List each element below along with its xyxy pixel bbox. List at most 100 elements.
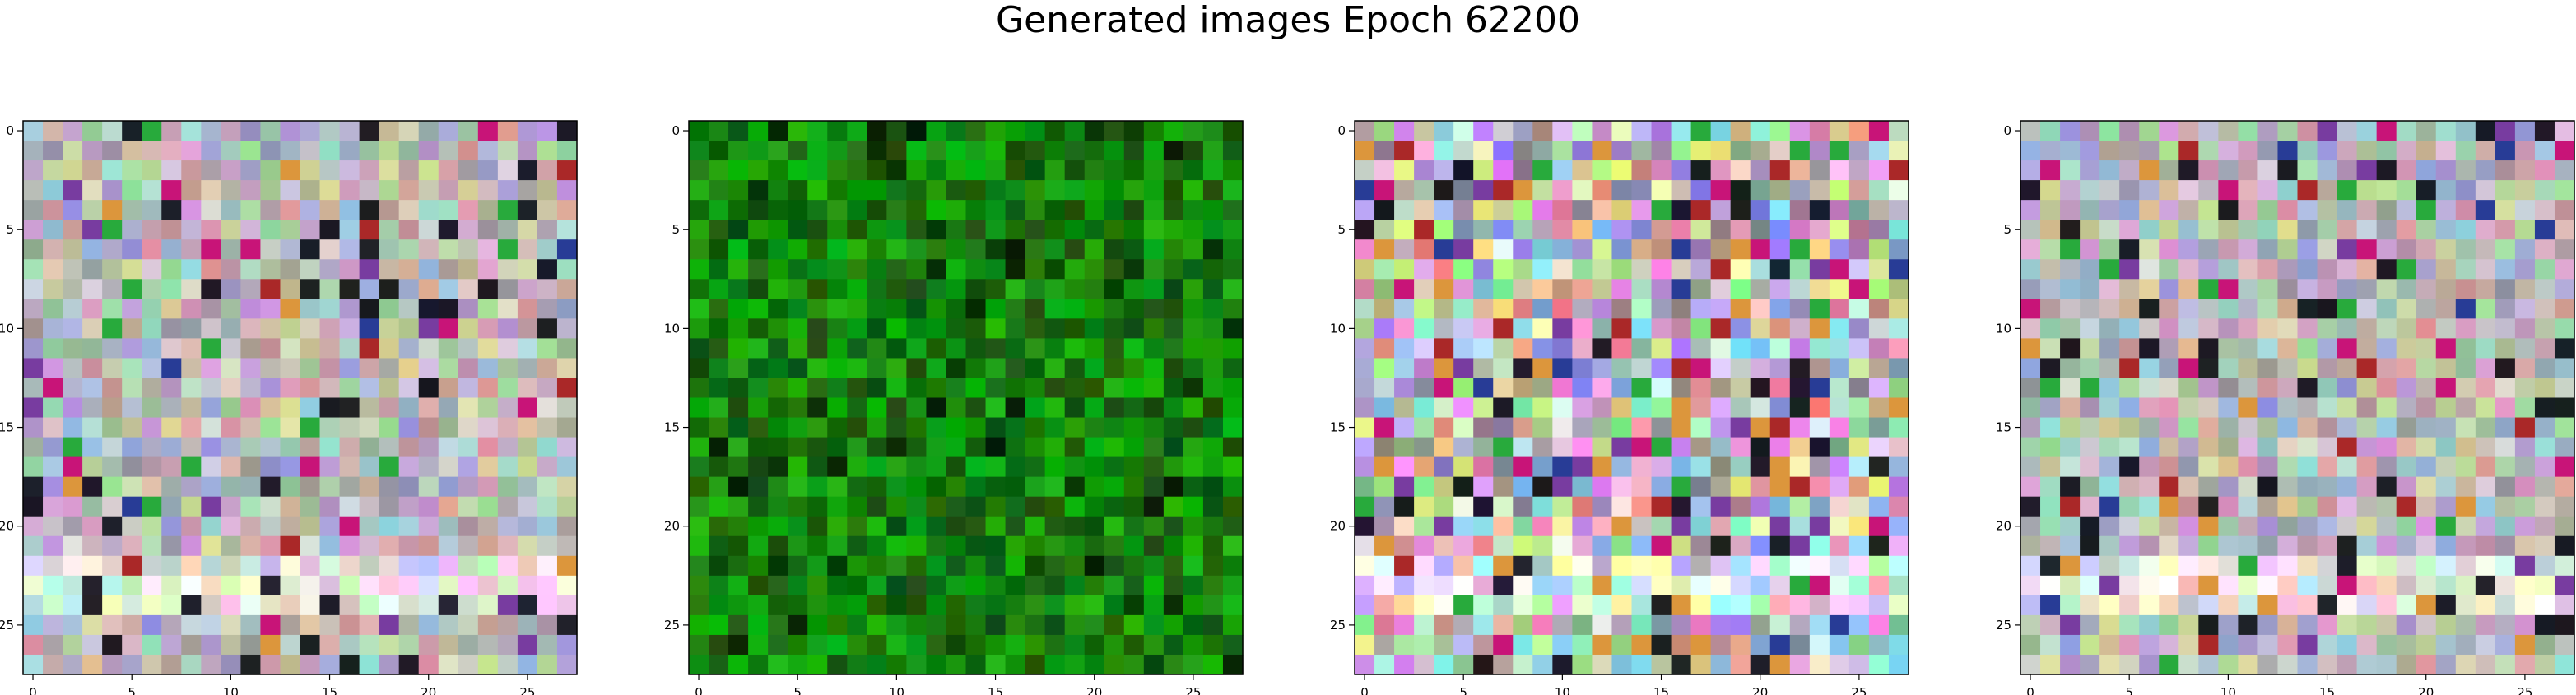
image-pixel	[2080, 279, 2100, 299]
image-pixel	[768, 378, 788, 399]
image-pixel	[300, 239, 321, 260]
image-pixel	[23, 654, 44, 675]
image-pixel	[379, 279, 400, 299]
image-pixel	[709, 239, 729, 260]
image-pixel	[1222, 259, 1244, 280]
image-pixel	[1888, 555, 1909, 577]
image-pixel	[458, 299, 479, 319]
image-pixel	[458, 555, 479, 577]
image-pixel	[689, 378, 709, 399]
image-pixel	[1690, 476, 1712, 498]
image-pixel	[1064, 456, 1086, 478]
image-pixel	[2435, 516, 2457, 537]
image-pixel	[2554, 437, 2575, 458]
image-pixel	[2080, 496, 2100, 517]
image-pixel	[1414, 239, 1434, 260]
image-pixel	[2099, 160, 2120, 181]
image-pixel	[1044, 338, 1066, 359]
image-pixel	[2020, 121, 2041, 141]
image-pixel	[2178, 496, 2199, 517]
image-pixel	[2356, 338, 2378, 359]
image-pixel	[788, 535, 808, 557]
image-pixel	[142, 378, 162, 399]
image-pixel	[906, 397, 928, 419]
image-pixel	[1084, 496, 1105, 517]
image-pixel	[1730, 299, 1751, 319]
image-pixel	[886, 437, 907, 458]
image-pixel	[1374, 654, 1395, 675]
image-pixel	[2198, 279, 2219, 299]
image-pixel	[1005, 220, 1026, 240]
image-pixel	[748, 121, 769, 141]
image-pixel	[2475, 476, 2496, 498]
image-pixel	[63, 378, 83, 399]
image-pixel	[122, 378, 142, 399]
image-pixel	[2060, 239, 2081, 260]
image-pixel	[2337, 614, 2358, 636]
image-pixel	[161, 239, 182, 260]
image-pixel	[1222, 516, 1244, 537]
image-pixel	[1592, 299, 1613, 319]
image-pixel	[748, 279, 769, 299]
image-pixel	[537, 121, 558, 141]
image-pixel	[926, 378, 947, 399]
image-pixel	[2257, 417, 2279, 438]
image-pixel	[906, 239, 928, 260]
image-pixel	[161, 338, 182, 359]
image-pixel	[2396, 575, 2417, 596]
image-pixel	[300, 516, 321, 537]
image-pixel	[1690, 456, 1712, 478]
image-pixel	[379, 318, 400, 339]
image-pixel	[985, 535, 1007, 557]
image-pixel	[2198, 180, 2219, 201]
image-pixel	[2178, 654, 2199, 675]
image-pixel	[867, 437, 887, 458]
image-pixel	[43, 358, 63, 379]
image-pixel	[827, 634, 848, 656]
image-pixel	[2455, 417, 2476, 438]
image-pixel	[1104, 318, 1125, 339]
image-pixel	[1611, 358, 1633, 379]
image-pixel	[2297, 180, 2318, 201]
image-pixel	[1104, 279, 1125, 299]
image-pixel	[1631, 535, 1653, 557]
image-pixel	[556, 417, 578, 438]
image-pixel	[1044, 358, 1066, 379]
image-pixel	[517, 595, 538, 616]
image-pixel	[1123, 516, 1145, 537]
image-pixel	[43, 180, 63, 201]
image-pixel	[906, 299, 928, 319]
image-pixel	[1809, 299, 1830, 319]
image-pixel	[300, 456, 321, 478]
image-pixel	[1572, 239, 1593, 260]
image-pixel	[1809, 397, 1830, 419]
image-pixel	[1473, 654, 1494, 675]
image-pixel	[458, 318, 479, 339]
image-pixel	[2356, 220, 2378, 240]
image-pixel	[1355, 595, 1375, 616]
image-pixel	[965, 220, 987, 240]
image-pixel	[1163, 299, 1184, 319]
image-pixel	[1104, 338, 1125, 359]
image-pixel	[1394, 160, 1415, 181]
image-pixel	[1025, 575, 1046, 596]
image-pixel	[1123, 259, 1145, 280]
image-pixel	[319, 634, 341, 656]
image-pixel	[82, 516, 103, 537]
image-pixel	[1143, 496, 1165, 517]
image-pixel	[1202, 516, 1224, 537]
image-pixel	[748, 358, 769, 379]
image-pixel	[359, 614, 380, 636]
image-pixel	[1163, 180, 1184, 201]
image-pixel	[847, 121, 867, 141]
image-pixel	[1690, 141, 1712, 161]
image-pixel	[2218, 200, 2239, 220]
image-pixel	[1355, 338, 1375, 359]
image-pixel	[2020, 516, 2041, 537]
image-pixel	[82, 575, 103, 596]
image-pixel	[2159, 318, 2179, 339]
image-pixel	[2554, 614, 2575, 636]
image-pixel	[1143, 160, 1165, 181]
image-pixel	[2080, 654, 2100, 675]
image-pixel	[1183, 397, 1204, 419]
